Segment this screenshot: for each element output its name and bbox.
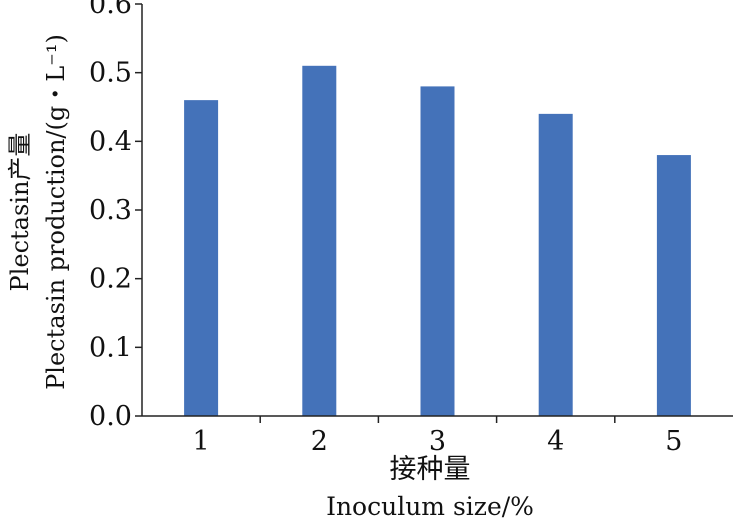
x-tick-label: 4	[547, 426, 564, 457]
x-tick-label: 5	[665, 426, 682, 457]
bar-3	[420, 86, 455, 417]
y-tick-label: 0.1	[89, 332, 132, 363]
y-axis-title-en: Plectasin production/(g・L⁻¹)	[42, 34, 70, 390]
y-tick-label: 0.2	[89, 264, 132, 295]
y-tick-label: 0.3	[89, 195, 132, 226]
y-tick-label: 0.0	[89, 401, 132, 432]
bar-5	[656, 155, 691, 417]
x-axis-title-cn: 接种量	[390, 454, 471, 485]
y-axis-ticks: 0.0 0.1 0.2 0.3 0.4 0.5 0.6	[89, 0, 142, 432]
y-axis-title-cn: Plectasin产量	[6, 133, 34, 292]
x-axis-ticks: 1 2 3 4 5	[193, 416, 682, 457]
y-tick-label: 0.4	[89, 126, 132, 157]
bar-4	[538, 113, 573, 416]
x-axis-title-en: Inoculum size/%	[326, 492, 534, 521]
x-tick-label: 3	[429, 426, 446, 457]
y-tick-label: 0.6	[89, 0, 132, 20]
x-tick-label: 2	[311, 426, 328, 457]
y-tick-label: 0.5	[89, 58, 132, 89]
x-tick-label: 1	[193, 426, 210, 457]
bars	[184, 65, 691, 417]
bar-2	[302, 65, 337, 417]
bar-1	[184, 100, 219, 416]
